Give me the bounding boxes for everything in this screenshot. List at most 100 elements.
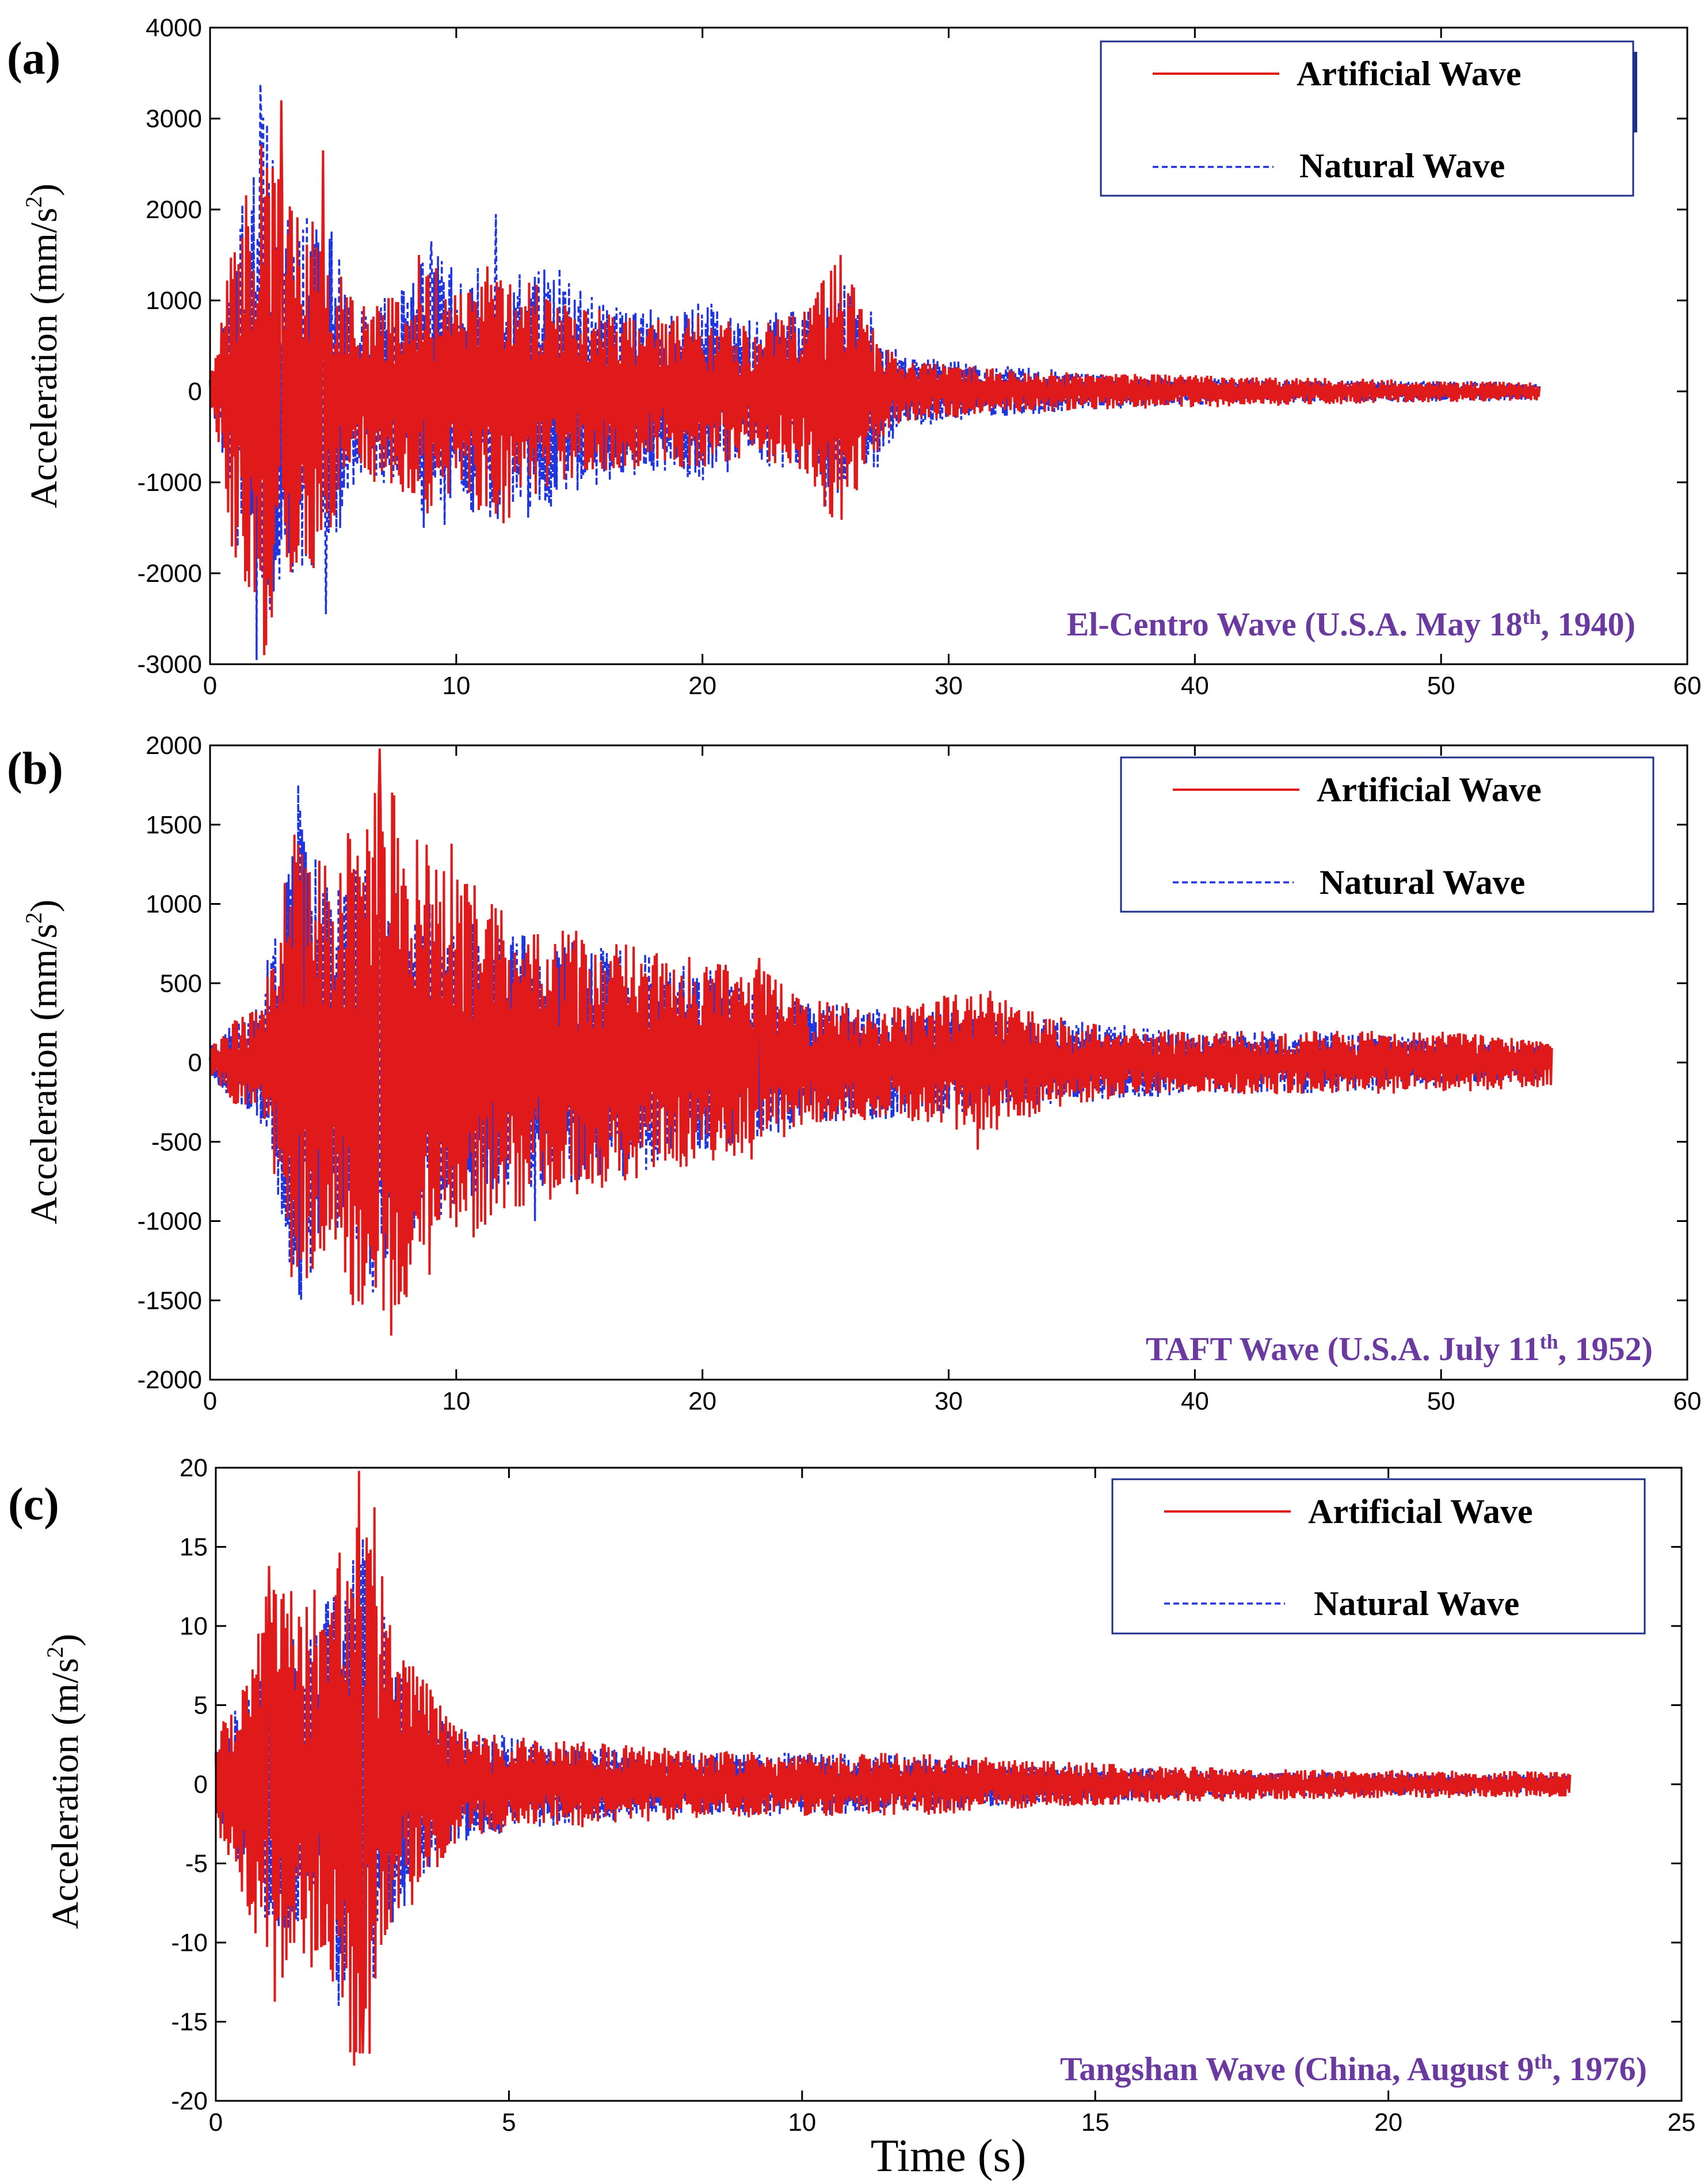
panel-b-ytick-label-6: 1000 (146, 890, 202, 919)
panel-b-series (209, 748, 1553, 1336)
panel-a-label: (a) (7, 33, 60, 84)
panel-a-ylabel-sup: 2 (21, 196, 47, 208)
panel-a-legend-artificial: Artificial Wave (1297, 55, 1521, 93)
panel-b-xtick-label-5: 50 (1427, 1387, 1455, 1415)
panel-c-legend-box (1111, 1478, 1646, 1635)
panel-a-xtick-label-0: 0 (203, 672, 217, 700)
panel-b-ytick-label-3: -500 (151, 1128, 202, 1156)
panel-c-series (215, 1471, 1572, 2066)
panel-a-ylabel-text: Acceleration (mm/s (23, 208, 65, 508)
panel-b-ytick-label-1: -1500 (137, 1286, 202, 1315)
panel-c-ytick-label-6: 10 (180, 1612, 208, 1640)
panel-b-xtick-label-0: 0 (203, 1387, 217, 1415)
panel-c-wave-title-main: Tangshan Wave (China, August 9 (1060, 2050, 1534, 2088)
panel-a-wave-title-sup: th (1523, 606, 1541, 629)
panel-a-ylabel: Acceleration (mm/s2) (21, 184, 65, 508)
panel-a-wave-title: El-Centro Wave (U.S.A. May 18th, 1940) (1067, 606, 1635, 643)
panel-b-ytick-label-2: -1000 (137, 1208, 202, 1236)
panel-c-wave-title-end: , 1976) (1553, 2050, 1647, 2088)
panel-b-xtick-label-6: 60 (1673, 1387, 1702, 1415)
panel-c-series-artificial (215, 1471, 1572, 2066)
panel-b-ylabel-close: ) (23, 900, 65, 912)
panel-c-label: (c) (8, 1479, 59, 1530)
panel-a-legend-natural: Natural Wave (1299, 147, 1505, 185)
panel-b-ticks: 0 10 20 30 40 50 60 -2000 -1500 -1000 -500 0 500 1000… (137, 732, 1701, 1415)
panel-a-ticks: 0 10 20 30 40 50 60 -3000 -2000 -1000 0 1000 2000 300… (137, 14, 1701, 700)
panel-a-series-artificial (209, 100, 1541, 656)
panel-a-axes (209, 26, 1688, 665)
panel-a-ytick-label-5: 2000 (146, 196, 202, 224)
panel-a-ytick-label-4: 1000 (146, 287, 202, 315)
panel-c-ytick-label-7: 15 (180, 1533, 208, 1562)
panel-c-ytick-label-2: -10 (171, 1929, 208, 1957)
panel-a-xtick-label-6: 60 (1673, 672, 1702, 700)
panel-b-xtick-label-1: 10 (442, 1387, 470, 1415)
panel-b-ytick-label-8: 2000 (146, 732, 202, 760)
panel-b-legend-artificial: Artificial Wave (1317, 771, 1541, 809)
svg-text:Acceleration (mm/s2): Acceleration (mm/s2) (21, 900, 65, 1224)
panel-a-ytick-label-3: 0 (188, 378, 202, 406)
panel-c-ytick-label-4: 0 (194, 1770, 208, 1799)
panel-b-wave-title-main: TAFT Wave (U.S.A. July 11 (1146, 1330, 1540, 1368)
panel-a-ytick-label-1: -2000 (137, 559, 202, 588)
panel-c-xtick-label-1: 5 (502, 2108, 516, 2137)
svg-text:Acceleration (mm/s2): Acceleration (mm/s2) (21, 184, 65, 508)
panel-c-wave-title-sup: th (1534, 2050, 1553, 2073)
panel-b-series-artificial (209, 748, 1553, 1336)
panel-a-ytick-label-2: -1000 (137, 469, 202, 497)
panel-a-xtick-label-4: 40 (1181, 672, 1209, 700)
panel-b-wave-title: TAFT Wave (U.S.A. July 11th, 1952) (1146, 1330, 1653, 1368)
panel-a-legend: Artificial Wave Natural Wave (1100, 40, 1637, 197)
panel-b-ytick-label-5: 500 (160, 969, 202, 997)
panel-a-wave-title-main: El-Centro Wave (U.S.A. May 18 (1067, 606, 1523, 643)
panel-b-ylabel: Acceleration (mm/s2) (21, 900, 65, 1224)
panel-c-ytick-label-1: -15 (171, 2008, 208, 2036)
panel-c-xtick-label-2: 10 (788, 2108, 816, 2137)
panel-c-ylabel-text: Acceleration (m/s (44, 1658, 86, 1929)
panel-c-ylabel: Acceleration (m/s2) (42, 1634, 86, 1929)
panel-b-axes (209, 744, 1688, 1381)
panel-c-legend-natural: Natural Wave (1314, 1585, 1519, 1623)
panel-a: (a) 0 10 20 30 40 50 60 -3000 -2000 -1000 0 1000 200… (7, 14, 1701, 700)
panel-c-xtick-label-3: 15 (1081, 2108, 1110, 2137)
panel-b-ylabel-text: Acceleration (mm/s (23, 924, 65, 1224)
panel-a-legend-box (1100, 40, 1634, 197)
panel-c-xtick-label-4: 20 (1374, 2108, 1402, 2137)
panel-c-ytick-label-8: 20 (180, 1454, 208, 1482)
panel-b-xtick-label-3: 30 (935, 1387, 963, 1415)
panel-b-legend-box (1120, 756, 1654, 913)
panel-b-ylabel-sup: 2 (21, 912, 47, 924)
panel-a-xtick-label-5: 50 (1427, 672, 1455, 700)
panel-a-ytick-label-7: 4000 (146, 14, 202, 42)
panel-c-ylabel-sup: 2 (42, 1647, 68, 1658)
panel-c-ytick-label-3: -5 (185, 1850, 208, 1878)
panel-c-wave-title: Tangshan Wave (China, August 9th, 1976) (1060, 2050, 1647, 2088)
panel-c-legend: Artificial Wave Natural Wave (1111, 1478, 1646, 1635)
panel-c-ylabel-close: ) (44, 1634, 86, 1647)
panel-a-xtick-label-1: 10 (442, 672, 470, 700)
panel-b-wave-title-sup: th (1540, 1330, 1558, 1353)
panel-b-wave-title-end: , 1952) (1558, 1330, 1653, 1368)
panel-c-xtick-label-0: 0 (209, 2108, 223, 2137)
panel-c-legend-artificial: Artificial Wave (1308, 1492, 1532, 1530)
panel-b-ytick-label-0: -2000 (137, 1366, 202, 1394)
panel-c-ytick-label-5: 5 (194, 1692, 208, 1720)
x-axis-label: Time (s) (871, 2131, 1026, 2181)
panel-b-xtick-label-2: 20 (688, 1387, 716, 1415)
panel-b-xtick-label-4: 40 (1181, 1387, 1209, 1415)
panel-c-ytick-label-0: -20 (171, 2087, 208, 2115)
panel-b-ytick-label-4: 0 (188, 1049, 202, 1077)
panel-a-xtick-label-2: 20 (688, 672, 716, 700)
panel-a-series (209, 83, 1541, 660)
panel-c-axes (215, 1467, 1683, 2102)
panel-c-ticks: 0 5 10 15 20 25 -20 -15 -10 -5 0 5 10 15 20 (171, 1454, 1695, 2137)
panel-b-legend-natural: Natural Wave (1320, 863, 1525, 901)
svg-text:Acceleration (m/s2): Acceleration (m/s2) (42, 1634, 86, 1929)
panel-c: (c) 0 5 10 15 20 25 -20 -15 -10 -5 0 5 10 15 20 Accele… (8, 1454, 1695, 2137)
panel-b: (b) 0 10 20 30 40 50 60 -2000 -1500 -1000 -500 0 500… (7, 732, 1701, 1415)
panel-a-ytick-label-0: -3000 (137, 650, 202, 679)
panel-a-xtick-label-3: 30 (935, 672, 963, 700)
panel-a-wave-title-end: , 1940) (1541, 606, 1635, 643)
panel-a-ylabel-close: ) (23, 184, 65, 196)
